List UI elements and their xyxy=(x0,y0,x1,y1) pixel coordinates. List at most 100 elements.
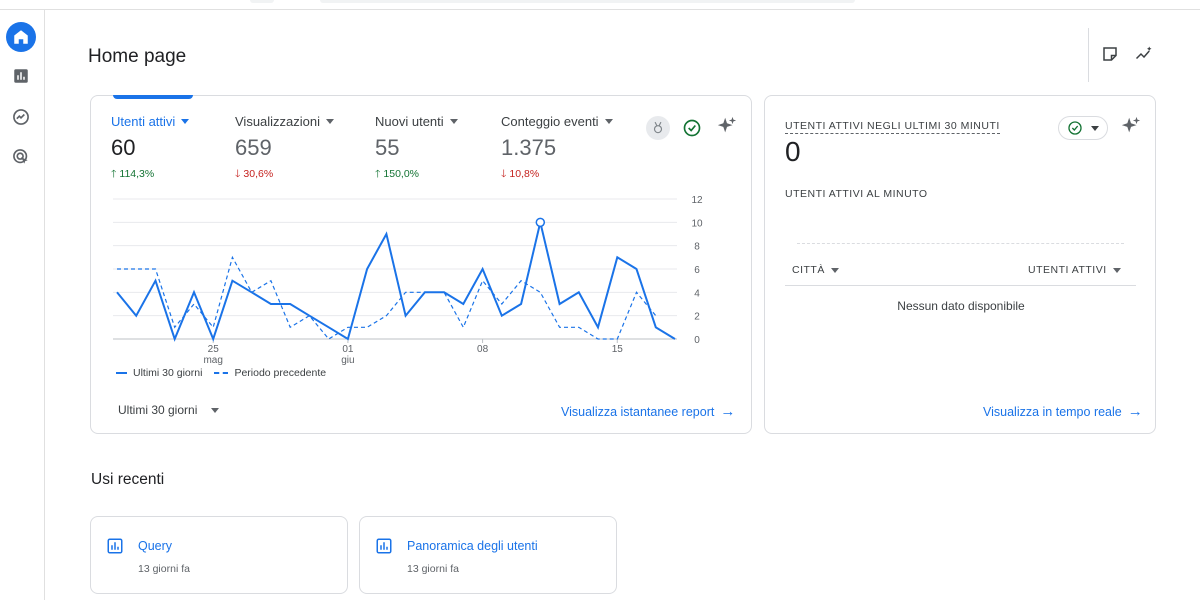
nav-home[interactable] xyxy=(6,22,36,52)
main-content: Home page Utenti attivi 60 🡑 114,3% Visu… xyxy=(45,10,1200,600)
nav-explore[interactable] xyxy=(6,102,36,132)
caret-down-icon xyxy=(1112,267,1121,273)
chart-legend: Ultimi 30 giorni Periodo precedente xyxy=(116,367,326,379)
explore-icon xyxy=(13,109,29,125)
y-tick-label: 8 xyxy=(694,242,700,253)
arrow-up-icon: 🡑 xyxy=(375,168,381,180)
recent-item-title: Query xyxy=(138,539,173,553)
y-tick-label: 6 xyxy=(694,265,700,276)
page-title: Home page xyxy=(88,46,187,67)
left-nav xyxy=(0,10,45,600)
reports-icon xyxy=(14,69,28,83)
report-snapshot-link[interactable]: Visualizza istantanee report → xyxy=(561,403,735,420)
arrow-down-icon: 🡓 xyxy=(235,168,241,180)
metric-value: 1.375 xyxy=(501,135,557,160)
check-circle-icon xyxy=(1068,121,1082,135)
insights-note-button[interactable] xyxy=(1098,42,1122,66)
realtime-card: UTENTI ATTIVI NEGLI ULTIMI 30 MINUTI 0 U… xyxy=(764,95,1156,434)
arrow-right-icon: → xyxy=(720,403,736,420)
metric-value: 659 xyxy=(235,135,272,160)
empty-state: Nessun dato disponibile xyxy=(897,299,1025,313)
data-quality-button[interactable] xyxy=(680,116,704,140)
recent-section-title: Usi recenti xyxy=(91,471,165,488)
series-previous-line xyxy=(117,255,657,340)
report-snapshot-link-label: Visualizza istantanee report xyxy=(561,404,715,419)
header-divider xyxy=(1088,28,1089,82)
ai-insights-button[interactable] xyxy=(715,114,739,138)
y-tick-label: 10 xyxy=(691,218,703,229)
metric-delta: 🡓 30,6% xyxy=(235,168,274,180)
caret-down-icon xyxy=(604,119,613,124)
metric-views[interactable]: Visualizzazioni 659 🡓 30,6% xyxy=(235,114,335,184)
metric-delta: 🡓 10,8% xyxy=(501,168,540,180)
table-divider xyxy=(785,285,1136,286)
x-tick-label: 25 xyxy=(208,344,220,355)
note-icon xyxy=(1103,47,1117,61)
column-city[interactable]: CITTÀ xyxy=(792,264,839,276)
y-tick-label: 4 xyxy=(694,288,700,299)
column-active-users[interactable]: UTENTI ATTIVI xyxy=(1028,264,1121,276)
y-tick-label: 2 xyxy=(694,312,700,323)
per-minute-baseline xyxy=(797,243,1124,244)
realtime-ai-button[interactable] xyxy=(1119,114,1143,138)
overview-card: Utenti attivi 60 🡑 114,3% Visualizzazion… xyxy=(90,95,752,434)
highlight-point[interactable] xyxy=(535,217,546,228)
per-minute-label: UTENTI ATTIVI AL MINUTO xyxy=(785,188,928,200)
metric-label[interactable]: Utenti attivi xyxy=(111,114,190,129)
series-current-line xyxy=(116,222,676,342)
medal-icon xyxy=(653,121,663,134)
x-tick-month-label: giu xyxy=(341,355,354,366)
realtime-link[interactable]: Visualizza in tempo reale → xyxy=(983,403,1143,420)
trend-sparkle-icon xyxy=(1135,46,1152,60)
check-circle-icon xyxy=(683,119,701,137)
home-icon xyxy=(14,30,28,44)
x-tick-label: 01 xyxy=(342,344,354,355)
realtime-link-label: Visualizza in tempo reale xyxy=(983,404,1122,419)
metric-delta: 🡑 114,3% xyxy=(111,168,155,180)
realtime-title: UTENTI ATTIVI NEGLI ULTIMI 30 MINUTI xyxy=(785,120,1000,134)
metric-value: 55 xyxy=(375,135,400,160)
nav-reports[interactable] xyxy=(6,61,36,91)
recent-item-time: 13 giorni fa xyxy=(407,563,459,575)
metric-label[interactable]: Nuovi utenti xyxy=(375,114,458,129)
metric-label[interactable]: Conteggio eventi xyxy=(501,114,613,129)
x-tick-label: 08 xyxy=(477,344,489,355)
realtime-quality-dropdown[interactable] xyxy=(1058,116,1108,140)
legend-dashed-swatch xyxy=(214,372,229,374)
legend-solid-swatch xyxy=(116,372,127,374)
recent-item-user-overview[interactable]: Panoramica degli utenti 13 giorni fa xyxy=(359,516,617,594)
y-tick-label: 0 xyxy=(694,335,700,346)
nav-advertising[interactable] xyxy=(6,142,36,172)
sparkle-icon xyxy=(717,116,737,133)
recent-item-time: 13 giorni fa xyxy=(138,563,190,575)
recent-item-title: Panoramica degli utenti xyxy=(407,539,538,553)
advertising-icon xyxy=(13,149,28,164)
metric-label[interactable]: Visualizzazioni xyxy=(235,114,335,129)
caret-down-icon xyxy=(211,407,220,413)
sparkle-icon xyxy=(1121,116,1141,133)
chart-box-icon xyxy=(107,538,123,554)
y-tick-label: 12 xyxy=(691,195,703,206)
realtime-value: 0 xyxy=(785,136,801,167)
caret-down-icon xyxy=(326,119,335,124)
insights-trend-button[interactable] xyxy=(1132,42,1156,66)
caret-down-icon xyxy=(181,119,190,124)
metric-delta: 🡑 150,0% xyxy=(375,168,420,180)
x-tick-label: 15 xyxy=(612,344,624,355)
recent-item-query[interactable]: Query 13 giorni fa xyxy=(90,516,348,594)
arrow-up-icon: 🡑 xyxy=(111,168,117,180)
active-tab-indicator xyxy=(113,95,193,99)
date-range-selector[interactable]: Ultimi 30 giorni xyxy=(118,403,220,417)
caret-down-icon xyxy=(449,119,458,124)
metric-new-users[interactable]: Nuovi utenti 55 🡑 150,0% xyxy=(375,114,458,184)
benchmark-button[interactable] xyxy=(646,116,670,140)
arrow-right-icon: → xyxy=(1127,403,1143,420)
metric-event-count[interactable]: Conteggio eventi 1.375 🡓 10,8% xyxy=(501,114,613,184)
chart-box-icon xyxy=(376,538,392,554)
metric-value: 60 xyxy=(111,135,136,160)
legend-previous: Periodo precedente xyxy=(234,367,327,379)
metric-active-users[interactable]: Utenti attivi 60 🡑 114,3% xyxy=(111,114,190,184)
x-tick-month-label: mag xyxy=(203,355,222,366)
top-tab-ghost xyxy=(250,0,274,3)
